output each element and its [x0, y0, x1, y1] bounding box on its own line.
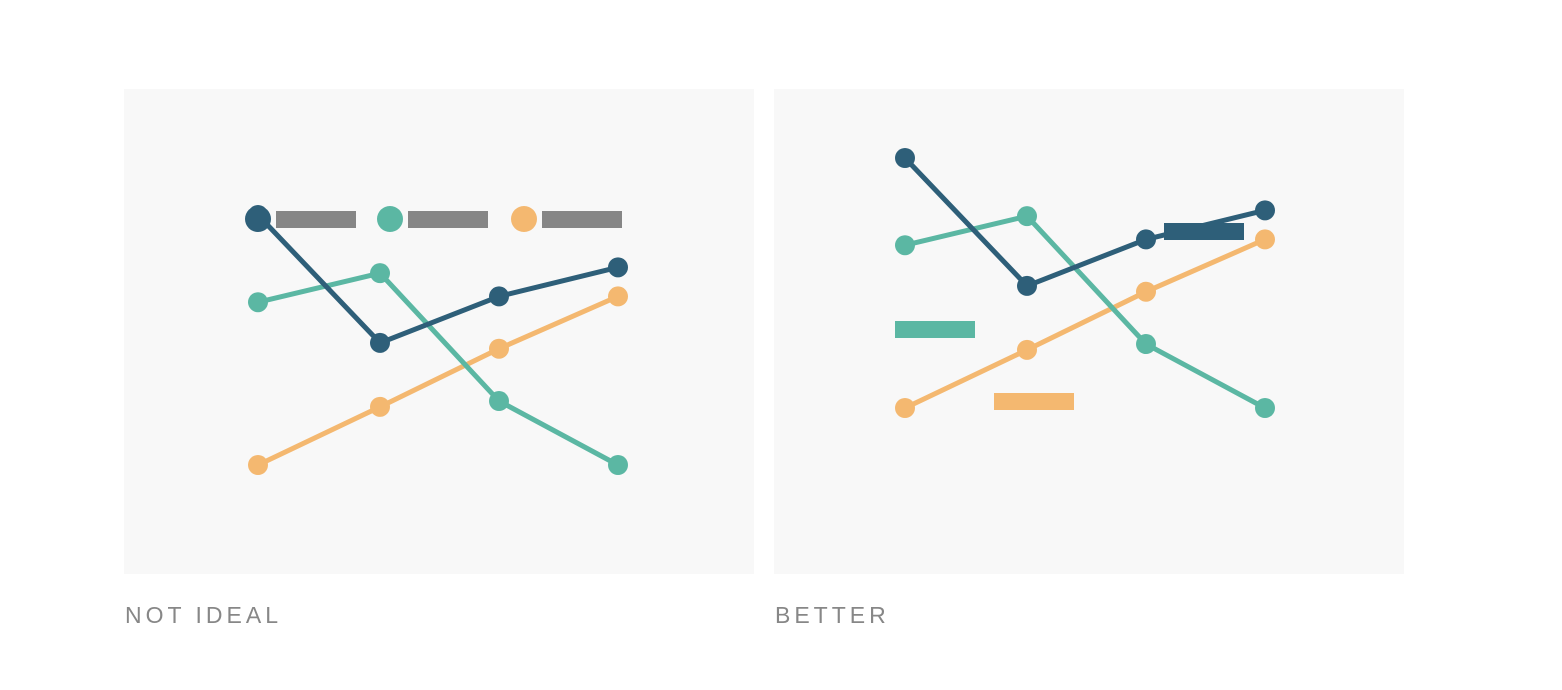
series-line-orange — [255, 293, 621, 468]
data-point-orange-4 — [608, 286, 628, 307]
data-point-orange-4 — [1255, 229, 1275, 250]
series-line-dark-blue — [902, 155, 1268, 289]
legend-label-placeholder-orange — [542, 211, 622, 228]
caption-not-ideal: NOT IDEAL — [125, 602, 282, 628]
data-point-orange-1 — [248, 455, 268, 475]
data-point-orange-1 — [895, 398, 915, 418]
data-point-orange-2 — [1017, 339, 1037, 360]
data-point-orange-2 — [370, 396, 390, 417]
line-chart-not-ideal — [245, 205, 628, 475]
data-point-dark-blue-3 — [1136, 229, 1156, 250]
series-line-teal — [255, 270, 621, 468]
data-point-dark-blue-2 — [1017, 275, 1037, 296]
data-point-dark-blue-1 — [895, 148, 915, 168]
series-line-dark-blue — [255, 212, 621, 346]
series-line-orange — [902, 236, 1268, 411]
data-point-dark-blue-4 — [1255, 200, 1275, 221]
legend-marker-orange — [511, 206, 537, 232]
data-point-teal-4 — [608, 455, 628, 475]
direct-label-placeholder-orange — [994, 393, 1074, 410]
chart-panel-not-ideal — [124, 89, 754, 574]
chart-panel-better — [774, 89, 1404, 574]
line-chart-better — [895, 148, 1275, 418]
data-point-teal-2 — [1017, 206, 1037, 227]
data-point-teal-1 — [895, 235, 915, 256]
data-point-dark-blue-4 — [608, 257, 628, 278]
legend-label-placeholder-dark-blue — [276, 211, 356, 228]
data-point-teal-4 — [1255, 398, 1275, 418]
caption-better: BETTER — [775, 602, 890, 628]
legend-marker-teal — [377, 206, 403, 232]
legend-marker-dark-blue — [245, 206, 271, 232]
data-point-teal-2 — [370, 263, 390, 284]
series-line-teal — [902, 213, 1268, 411]
data-point-teal-1 — [248, 292, 268, 313]
data-point-dark-blue-3 — [489, 286, 509, 307]
data-point-teal-3 — [1136, 334, 1156, 355]
data-point-orange-3 — [1136, 281, 1156, 302]
direct-label-placeholder-teal — [895, 321, 975, 338]
data-point-orange-3 — [489, 338, 509, 359]
data-point-dark-blue-2 — [370, 332, 390, 353]
data-point-teal-3 — [489, 391, 509, 412]
legend-label-placeholder-teal — [408, 211, 488, 228]
direct-label-placeholder-dark-blue — [1164, 223, 1244, 240]
